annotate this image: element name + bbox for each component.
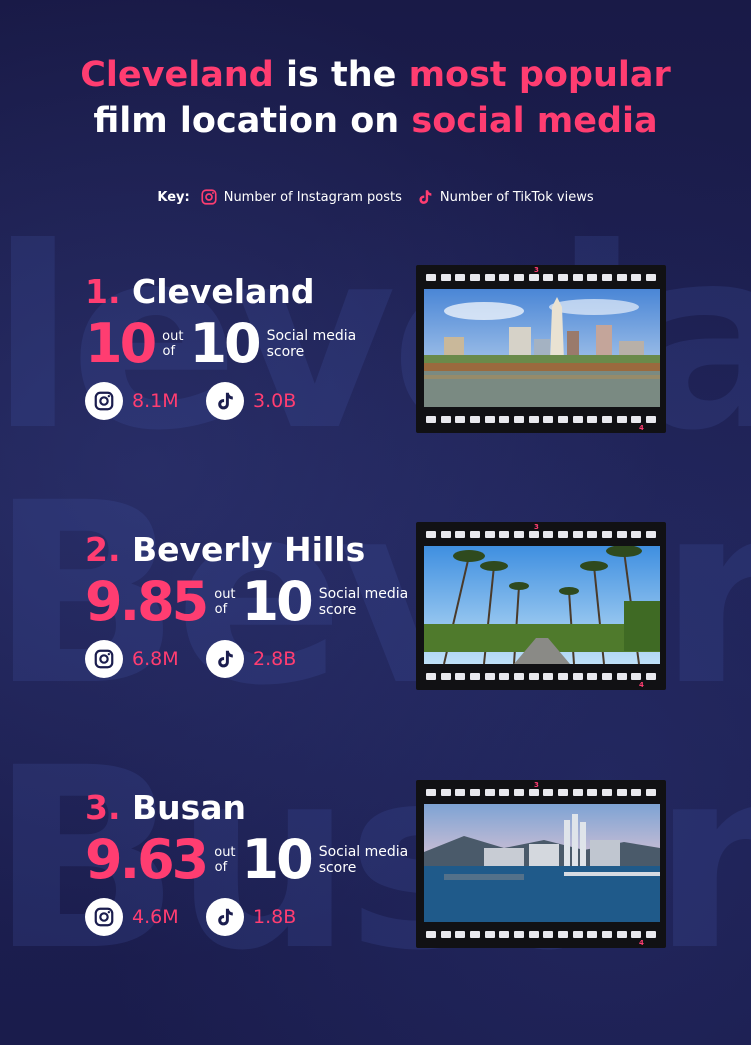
film-sprocket-holes [426,531,656,539]
key-label: Key: [157,189,190,205]
score-label-line1: Social media [266,328,357,344]
tiktok-icon [419,190,432,204]
score-value: 9.85 [85,570,209,633]
score-label: Social media score [319,586,409,618]
location-title: Beverly Hills [132,530,366,569]
of-text: of [214,860,228,875]
location-name: 1. Cleveland [85,272,356,312]
score-label-line1: Social media [318,586,409,602]
location-entry-cleveland: 1. Cleveland 10 out of 10 Social media s… [85,272,356,420]
out-of-label: out of [214,587,235,617]
score-max: 10 [241,828,314,891]
film-frame-beverly-hills: 3 [416,522,666,690]
score-label: Social media score [267,328,357,360]
rank-number: 1. [85,272,121,311]
of-text: of [162,344,176,359]
title-highlight-popular: most popular [408,55,671,95]
instagram-icon [201,189,217,205]
film-mark: 4 [639,424,644,432]
out-of-label: out of [162,329,183,359]
stats-row: 4.6M 1.8B [85,898,408,936]
tiktok-badge [206,382,244,420]
out-of-label: out of [214,845,235,875]
film-frame-busan: 3 4 [416,780,666,948]
tiktok-count: 1.8B [253,906,297,928]
location-title: Cleveland [132,272,315,311]
film-mark: 4 [639,681,644,689]
tiktok-icon [218,392,233,410]
film-sprocket-holes [426,274,656,282]
location-name: 2. Beverly Hills [85,530,408,570]
title-text: is the [273,55,409,95]
tiktok-badge [206,898,244,936]
score-max: 10 [189,312,261,375]
film-mark: 3 [534,781,539,789]
rank-number: 2. [85,530,121,569]
instagram-icon [94,649,114,669]
title-highlight-city: Cleveland [80,55,274,95]
instagram-badge [85,382,123,420]
of-text: of [214,602,228,617]
film-frame-cleveland: 3 4 [416,265,666,433]
out-text: out [214,587,236,602]
rank-number: 3. [85,788,121,827]
out-text: out [214,845,236,860]
title-text-2: film location on [93,101,412,141]
location-entry-beverly-hills: 2. Beverly Hills 9.85 out of 10 Social m… [85,530,408,678]
film-mark: 3 [534,523,539,531]
location-title: Busan [132,788,247,827]
key-instagram-text: Number of Instagram posts [223,189,402,205]
score-row: 9.85 out of 10 Social media score [85,574,408,630]
film-sprocket-holes [426,931,656,939]
tiktok-badge [206,640,244,678]
film-sprocket-holes [426,789,656,797]
location-name: 3. Busan [85,788,408,828]
tiktok-count: 2.8B [253,648,297,670]
photo-beverly-hills-palms [424,546,660,664]
film-sprocket-holes [426,416,656,424]
film-sprocket-holes [426,673,656,681]
tiktok-icon [218,908,233,926]
location-entry-busan: 3. Busan 9.63 out of 10 Social media sco… [85,788,408,936]
instagram-icon [94,907,114,927]
stats-row: 8.1M 3.0B [85,382,356,420]
instagram-count: 8.1M [132,390,179,412]
score-row: 9.63 out of 10 Social media score [85,832,408,888]
score-label-line2: score [266,344,305,360]
score-label-line2: score [318,860,357,876]
instagram-icon [94,391,114,411]
score-max: 10 [241,570,314,633]
score-row: 10 out of 10 Social media score [85,316,356,372]
photo-cleveland-skyline [424,289,660,407]
score-value: 9.63 [85,828,209,891]
legend-key: Key: Number of Instagram posts Number of… [0,188,751,206]
tiktok-count: 3.0B [253,390,297,412]
photo-busan-coast [424,804,660,922]
score-label-line2: score [318,602,357,618]
score-label: Social media score [319,844,409,876]
out-text: out [162,329,184,344]
title-highlight-social: social media [411,101,658,141]
score-value: 10 [85,312,157,375]
film-mark: 3 [534,266,539,274]
score-label-line1: Social media [318,844,409,860]
tiktok-icon [218,650,233,668]
instagram-count: 6.8M [132,648,179,670]
stats-row: 6.8M 2.8B [85,640,408,678]
page-title: Cleveland is the most popular film locat… [0,52,751,144]
instagram-count: 4.6M [132,906,179,928]
instagram-badge [85,898,123,936]
key-tiktok-text: Number of TikTok views [439,189,594,205]
instagram-badge [85,640,123,678]
film-mark: 4 [639,939,644,947]
